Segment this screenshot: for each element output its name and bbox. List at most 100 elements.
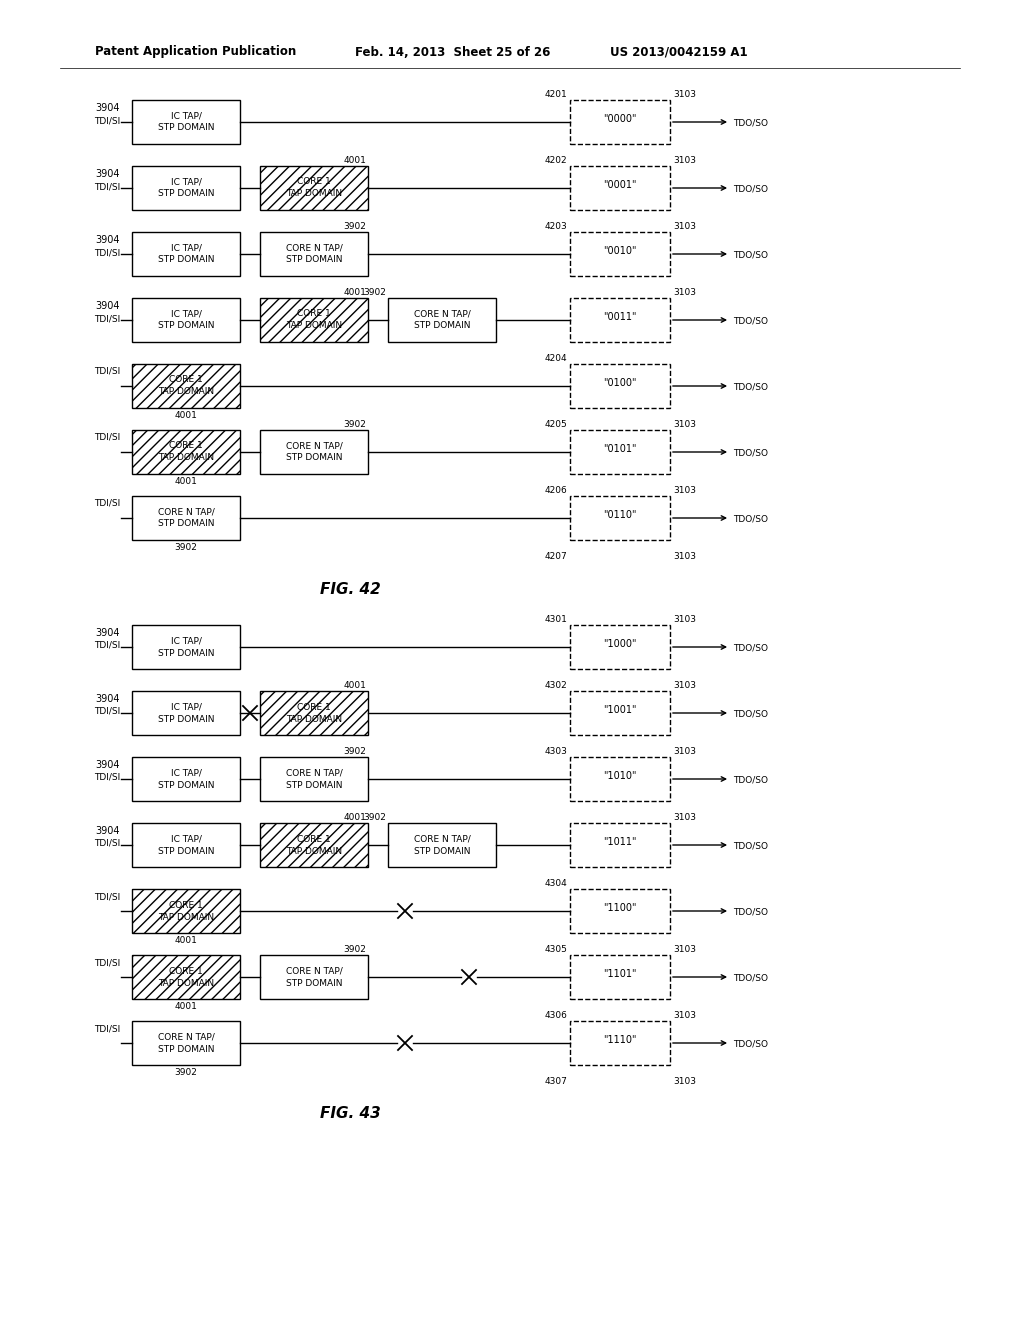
Text: TAP DOMAIN: TAP DOMAIN [158, 912, 214, 921]
Text: TDO/SO: TDO/SO [733, 710, 768, 718]
Text: "0000": "0000" [603, 114, 637, 124]
Text: IC TAP/: IC TAP/ [171, 702, 202, 711]
Text: 3103: 3103 [673, 222, 696, 231]
Text: "1100": "1100" [603, 903, 637, 913]
Text: CORE N TAP/: CORE N TAP/ [414, 834, 470, 843]
Text: "1011": "1011" [603, 837, 637, 847]
Text: STP DOMAIN: STP DOMAIN [286, 780, 342, 789]
Text: IC TAP/: IC TAP/ [171, 834, 202, 843]
Text: STP DOMAIN: STP DOMAIN [158, 846, 214, 855]
Bar [260, 756, 368, 801]
Text: 3902: 3902 [343, 420, 366, 429]
Bar [132, 232, 240, 276]
Text: STP DOMAIN: STP DOMAIN [286, 256, 342, 264]
Text: TDO/SO: TDO/SO [733, 383, 768, 392]
Text: 4001: 4001 [343, 813, 366, 822]
Text: STP DOMAIN: STP DOMAIN [158, 190, 214, 198]
Text: TDI/SI: TDI/SI [94, 774, 120, 781]
Bar [260, 232, 368, 276]
Text: 3103: 3103 [673, 813, 696, 822]
Text: "1001": "1001" [603, 705, 637, 715]
Bar [132, 166, 240, 210]
Bar [260, 690, 368, 735]
Text: STP DOMAIN: STP DOMAIN [158, 714, 214, 723]
Bar [260, 430, 368, 474]
Text: "0101": "0101" [603, 444, 637, 454]
Text: 3902: 3902 [343, 747, 366, 756]
Text: 3904: 3904 [95, 169, 120, 180]
Bar [260, 298, 368, 342]
Text: 4303: 4303 [544, 747, 567, 756]
Text: CORE N TAP/: CORE N TAP/ [158, 507, 214, 516]
Bar [570, 822, 670, 867]
Text: STP DOMAIN: STP DOMAIN [414, 846, 470, 855]
Bar [570, 100, 670, 144]
Text: IC TAP/: IC TAP/ [171, 636, 202, 645]
Text: 4203: 4203 [544, 222, 567, 231]
Text: TDI/SI: TDI/SI [94, 708, 120, 715]
Text: Feb. 14, 2013  Sheet 25 of 26: Feb. 14, 2013 Sheet 25 of 26 [355, 45, 550, 58]
Text: TDI/SI: TDI/SI [94, 433, 120, 442]
Text: IC TAP/: IC TAP/ [171, 177, 202, 186]
Text: "0110": "0110" [603, 510, 637, 520]
Text: 3904: 3904 [95, 235, 120, 246]
Bar [260, 166, 368, 210]
Bar [570, 690, 670, 735]
Text: TDO/SO: TDO/SO [733, 515, 768, 524]
Text: 4304: 4304 [544, 879, 567, 888]
Text: 3103: 3103 [673, 1011, 696, 1020]
Text: 3904: 3904 [95, 694, 120, 704]
Bar [260, 822, 368, 867]
Bar [570, 624, 670, 669]
Text: 3904: 3904 [95, 826, 120, 836]
Text: IC TAP/: IC TAP/ [171, 768, 202, 777]
Bar [132, 430, 240, 474]
Bar [260, 690, 368, 735]
Bar [570, 166, 670, 210]
Text: TAP DOMAIN: TAP DOMAIN [158, 388, 214, 396]
Text: "0100": "0100" [603, 378, 637, 388]
Text: 3103: 3103 [673, 747, 696, 756]
Bar [132, 888, 240, 933]
Text: TDO/SO: TDO/SO [733, 119, 768, 128]
Text: CORE 1: CORE 1 [297, 309, 331, 318]
Text: CORE 1: CORE 1 [169, 441, 203, 450]
Text: STP DOMAIN: STP DOMAIN [158, 256, 214, 264]
Text: "1101": "1101" [603, 969, 637, 979]
Bar [570, 232, 670, 276]
Text: TDI/SI: TDI/SI [94, 892, 120, 902]
Text: 3103: 3103 [673, 1077, 696, 1086]
Text: STP DOMAIN: STP DOMAIN [158, 124, 214, 132]
Text: 4307: 4307 [544, 1077, 567, 1086]
Text: 4001: 4001 [343, 288, 366, 297]
Text: CORE N TAP/: CORE N TAP/ [286, 441, 342, 450]
Bar [132, 496, 240, 540]
Text: 3904: 3904 [95, 103, 120, 114]
Text: "0001": "0001" [603, 180, 637, 190]
Text: TDI/SI: TDI/SI [94, 642, 120, 649]
Text: "0011": "0011" [603, 312, 637, 322]
Text: TDI/SI: TDI/SI [94, 958, 120, 968]
Text: 3904: 3904 [95, 760, 120, 770]
Text: 3103: 3103 [673, 288, 696, 297]
Text: TAP DOMAIN: TAP DOMAIN [158, 454, 214, 462]
Bar [132, 822, 240, 867]
Text: CORE N TAP/: CORE N TAP/ [286, 243, 342, 252]
Text: TDO/SO: TDO/SO [733, 644, 768, 652]
Text: FIG. 43: FIG. 43 [319, 1106, 380, 1122]
Text: 4305: 4305 [544, 945, 567, 954]
Bar [132, 888, 240, 933]
Bar [570, 1020, 670, 1065]
Text: TDO/SO: TDO/SO [733, 1040, 768, 1048]
Text: 4001: 4001 [174, 477, 198, 486]
Text: US 2013/0042159 A1: US 2013/0042159 A1 [610, 45, 748, 58]
Bar [132, 954, 240, 999]
Text: TDI/SI: TDI/SI [94, 248, 120, 257]
Text: 4302: 4302 [544, 681, 567, 690]
Text: CORE N TAP/: CORE N TAP/ [286, 768, 342, 777]
Bar [132, 430, 240, 474]
Text: STP DOMAIN: STP DOMAIN [286, 978, 342, 987]
Text: 3902: 3902 [364, 813, 386, 822]
Text: TDI/SI: TDI/SI [94, 182, 120, 191]
Bar [132, 954, 240, 999]
